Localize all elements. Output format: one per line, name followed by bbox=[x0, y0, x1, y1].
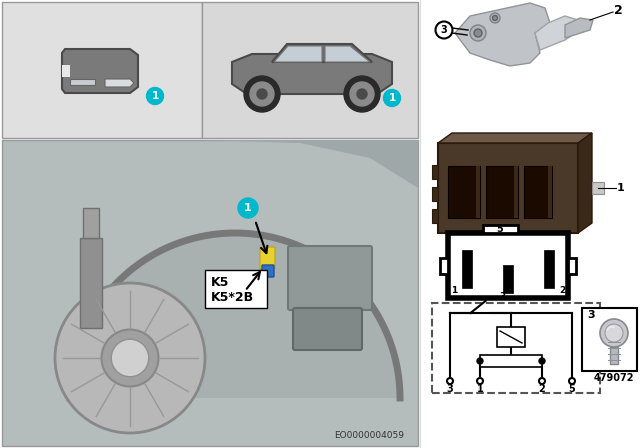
Polygon shape bbox=[272, 44, 372, 62]
Bar bbox=[544, 250, 554, 288]
Circle shape bbox=[600, 319, 628, 347]
Circle shape bbox=[474, 29, 482, 37]
Polygon shape bbox=[274, 46, 322, 62]
Circle shape bbox=[539, 358, 545, 364]
Text: 3: 3 bbox=[440, 25, 447, 35]
Circle shape bbox=[470, 25, 486, 41]
Bar bbox=[438, 143, 578, 233]
FancyBboxPatch shape bbox=[260, 247, 275, 269]
Bar bbox=[432, 187, 438, 201]
Text: 1: 1 bbox=[244, 203, 252, 213]
Circle shape bbox=[383, 90, 401, 107]
Text: 479072: 479072 bbox=[594, 373, 634, 383]
Text: EO0000004059: EO0000004059 bbox=[334, 431, 404, 440]
Polygon shape bbox=[70, 233, 400, 398]
Bar bbox=[592, 182, 604, 194]
Polygon shape bbox=[62, 49, 138, 93]
Circle shape bbox=[257, 89, 267, 99]
Text: 1: 1 bbox=[388, 93, 396, 103]
Bar bbox=[83, 208, 99, 238]
Bar bbox=[432, 303, 600, 393]
Text: K5*2B: K5*2B bbox=[211, 290, 254, 303]
Bar bbox=[486, 166, 518, 218]
Bar bbox=[582, 308, 637, 371]
FancyBboxPatch shape bbox=[288, 246, 372, 310]
Circle shape bbox=[477, 378, 483, 384]
Bar bbox=[2, 2, 202, 138]
Bar bbox=[462, 250, 472, 288]
Polygon shape bbox=[105, 79, 134, 87]
Polygon shape bbox=[438, 133, 592, 143]
Text: K5: K5 bbox=[211, 276, 229, 289]
Bar bbox=[205, 270, 267, 308]
Polygon shape bbox=[325, 46, 370, 62]
Bar bbox=[448, 166, 480, 218]
Bar bbox=[432, 165, 438, 179]
Circle shape bbox=[477, 358, 483, 364]
Bar bbox=[202, 2, 418, 138]
FancyBboxPatch shape bbox=[293, 308, 362, 350]
Circle shape bbox=[238, 198, 258, 218]
Text: 1: 1 bbox=[477, 384, 483, 394]
Bar bbox=[62, 65, 70, 77]
Text: 3: 3 bbox=[500, 292, 506, 301]
Polygon shape bbox=[80, 140, 418, 188]
Circle shape bbox=[102, 329, 159, 387]
Circle shape bbox=[490, 13, 500, 23]
Bar bbox=[503, 265, 513, 293]
Circle shape bbox=[250, 82, 274, 106]
Text: 1: 1 bbox=[617, 183, 625, 193]
Circle shape bbox=[244, 76, 280, 112]
Bar bbox=[80, 238, 102, 328]
Bar bbox=[568, 258, 576, 274]
Bar bbox=[497, 327, 525, 347]
Bar bbox=[483, 225, 518, 233]
Text: 1: 1 bbox=[451, 285, 457, 294]
Bar bbox=[440, 258, 448, 274]
Circle shape bbox=[344, 76, 380, 112]
Polygon shape bbox=[455, 3, 550, 66]
Polygon shape bbox=[70, 79, 95, 85]
Text: 5: 5 bbox=[497, 224, 504, 234]
Bar bbox=[448, 233, 568, 298]
Bar bbox=[524, 166, 552, 218]
Circle shape bbox=[147, 87, 163, 104]
Polygon shape bbox=[565, 18, 593, 38]
Text: 3: 3 bbox=[587, 310, 595, 320]
Circle shape bbox=[447, 378, 453, 384]
Circle shape bbox=[55, 283, 205, 433]
Polygon shape bbox=[578, 133, 592, 233]
Circle shape bbox=[569, 378, 575, 384]
Polygon shape bbox=[232, 54, 392, 94]
Bar bbox=[2, 140, 418, 446]
Circle shape bbox=[350, 82, 374, 106]
Circle shape bbox=[111, 339, 148, 377]
Bar bbox=[610, 347, 618, 364]
Circle shape bbox=[605, 324, 623, 342]
Polygon shape bbox=[535, 16, 580, 50]
Circle shape bbox=[357, 89, 367, 99]
Circle shape bbox=[539, 378, 545, 384]
Circle shape bbox=[493, 16, 497, 21]
Circle shape bbox=[435, 22, 452, 39]
Bar bbox=[432, 209, 438, 223]
Text: 1: 1 bbox=[152, 91, 159, 101]
Text: 5: 5 bbox=[568, 384, 575, 394]
Text: 2: 2 bbox=[614, 4, 622, 17]
Bar bbox=[514, 166, 518, 218]
Bar bbox=[476, 166, 480, 218]
Text: 2: 2 bbox=[559, 285, 565, 294]
Text: 2: 2 bbox=[539, 384, 545, 394]
Text: 3: 3 bbox=[447, 384, 453, 394]
Bar bbox=[548, 166, 552, 218]
Bar bbox=[480, 355, 542, 367]
FancyBboxPatch shape bbox=[262, 265, 274, 277]
